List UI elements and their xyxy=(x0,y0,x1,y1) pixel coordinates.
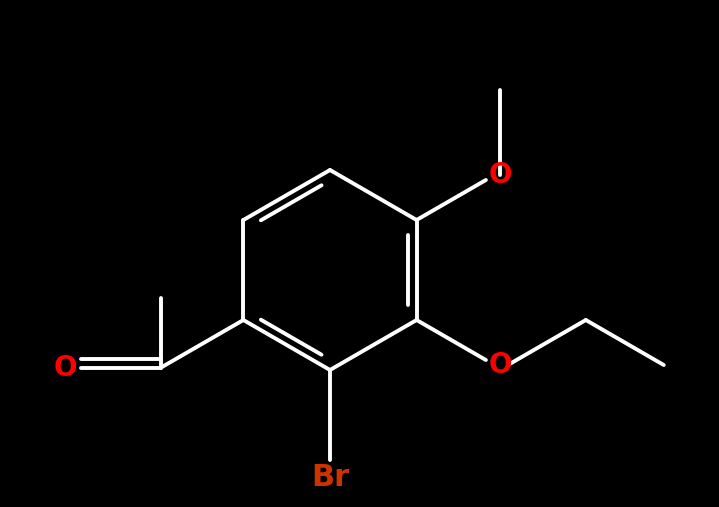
Text: O: O xyxy=(488,351,512,379)
Text: Br: Br xyxy=(311,463,349,492)
Text: O: O xyxy=(488,161,512,189)
Text: O: O xyxy=(53,353,77,381)
